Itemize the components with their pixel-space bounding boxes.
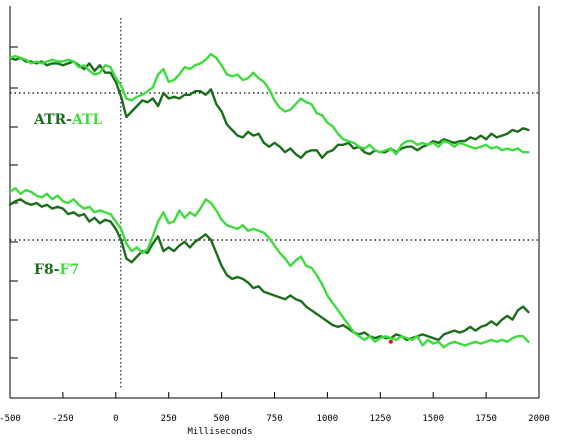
panel-2-label-sep: -: [54, 262, 60, 278]
panel-1-series-1-line: [8, 56, 530, 159]
panel-1-series-2-line: [8, 52, 530, 156]
panel-2-label-dark: F8: [34, 262, 54, 278]
x-axis-ticks: [9, 392, 540, 398]
x-tick-label-8: 1500: [422, 414, 444, 424]
waveform-series: [8, 52, 530, 349]
data-markers: [388, 339, 393, 344]
y-axis-ticks: [10, 46, 18, 359]
panel-2-series-2-line: [8, 187, 530, 349]
panel-2-label-light: F7: [60, 262, 80, 278]
x-tick-label-9: 1750: [475, 414, 497, 424]
panel-2-series-1-line: [8, 198, 530, 342]
panel-1-label: ATR-ATL: [33, 112, 102, 128]
x-tick-label-1: -250: [52, 414, 74, 424]
x-tick-label-0: -500: [0, 414, 21, 424]
panel-1-label-dark: ATR: [33, 112, 67, 128]
x-tick-label-10: 2000: [528, 414, 550, 424]
x-tick-label-3: 250: [161, 414, 177, 424]
panel-1-label-sep: -: [66, 112, 72, 128]
x-tick-label-7: 1250: [369, 414, 391, 424]
panel-2-marker-1: [388, 339, 393, 344]
panel-2-label: F8-F7: [34, 262, 79, 278]
x-axis-tick-labels: -500 -250 0 250 500 750 1000 1250 1500 1750 2000: [0, 414, 550, 424]
x-tick-label-4: 500: [213, 414, 229, 424]
x-axis-title: Milliseconds: [187, 427, 252, 437]
x-tick-label-2: 0: [113, 414, 118, 424]
x-tick-label-5: 750: [266, 414, 282, 424]
x-tick-label-6: 1000: [317, 414, 339, 424]
panel-1-label-light: ATL: [71, 112, 103, 128]
